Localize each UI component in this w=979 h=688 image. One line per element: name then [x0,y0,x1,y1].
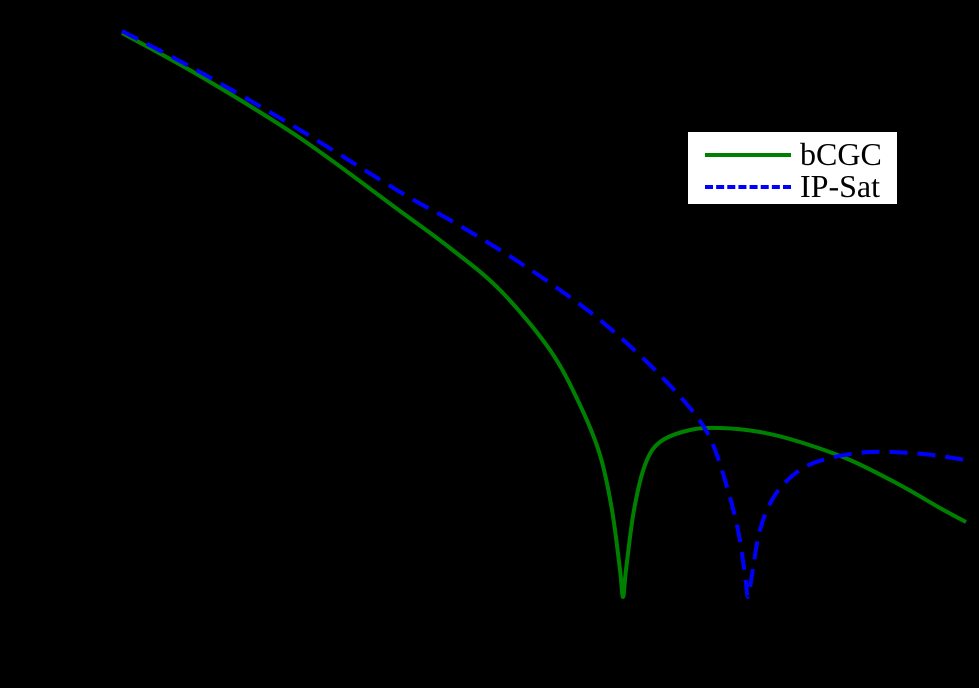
legend-label: bCGC [800,136,882,172]
legend-item-ip-sat: IP-Sat [688,170,897,202]
series-line-bcgc [121,31,967,599]
legend-item-bcgc: bCGC [688,138,897,170]
series-line-ip-sat [121,29,966,599]
legend-label: IP-Sat [800,168,880,204]
chart-legend: bCGC IP-Sat [687,131,898,205]
legend-swatch-dashed-blue [705,185,791,189]
legend-swatch-solid-green [705,153,791,157]
